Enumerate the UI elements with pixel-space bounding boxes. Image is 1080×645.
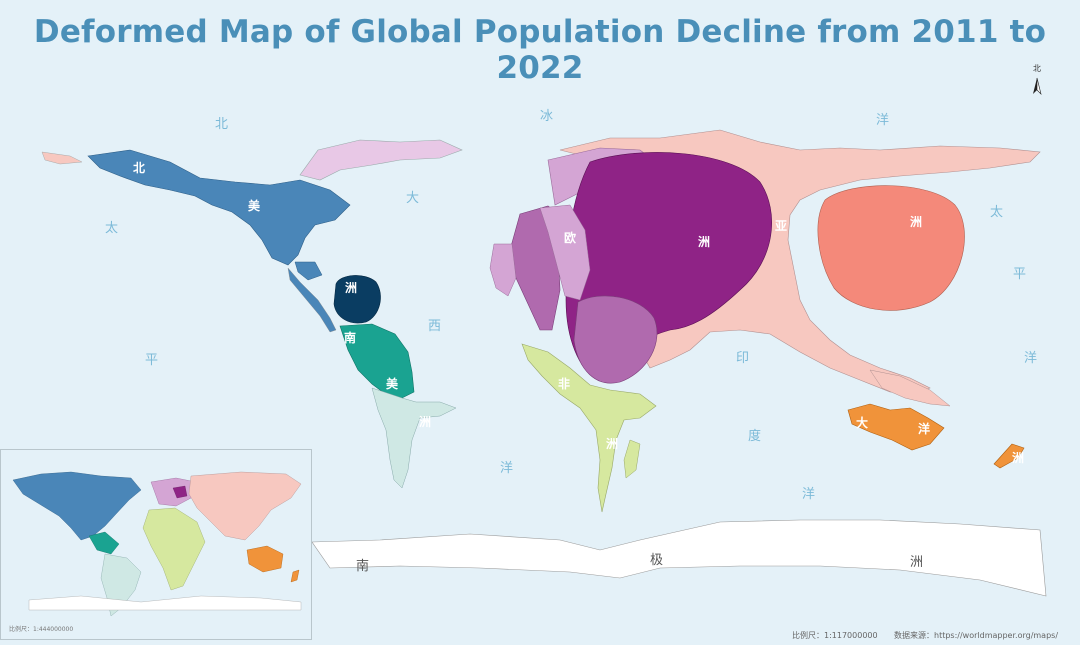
map-title: Deformed Map of Global Population Declin… — [33, 14, 1047, 86]
ocean-label-pacific-e2: 太 — [990, 205, 1003, 220]
mesoamerica-link — [287, 267, 337, 333]
label-antarctica-2: 极 — [650, 553, 663, 568]
inset-central-america — [88, 531, 120, 555]
ocean-label-pacific-e4: 洋 — [1024, 351, 1037, 366]
label-oceania-2: 洋 — [918, 421, 930, 436]
inset-north-america — [12, 471, 142, 541]
southeast-asia — [869, 369, 951, 407]
inset-antarctica — [28, 595, 302, 611]
ocean-label-atlantic-1: 大 — [406, 191, 419, 206]
data-source-text: 数据来源：https://worldmapper.org/maps/ — [894, 631, 1059, 640]
east-asia — [817, 185, 965, 311]
africa — [521, 343, 657, 513]
label-oceania-1: 大 — [856, 415, 868, 430]
australia — [847, 403, 945, 451]
scale-text: 比例尺：1:117000000 — [792, 631, 878, 640]
europe-east — [573, 295, 658, 384]
ocean-label-north-pacific-w3: 平 — [145, 353, 158, 368]
inset-new-zealand — [290, 569, 300, 583]
north-arrow-icon — [1033, 77, 1042, 95]
central-america — [333, 275, 381, 324]
inset-europe — [150, 477, 197, 507]
south-america — [339, 323, 415, 399]
ocean-label-atlantic-2: 西 — [428, 319, 441, 334]
iberia — [489, 243, 517, 297]
madagascar — [623, 439, 641, 479]
inset-asia — [188, 471, 302, 541]
ocean-label-pacific-e3: 平 — [1013, 267, 1026, 282]
label-south-america-2: 美 — [386, 376, 399, 391]
label-south-america-3: 洲 — [419, 415, 431, 429]
north-arrow-label: 北 — [1033, 64, 1041, 73]
ocean-label-pacific-e1: 洋 — [876, 113, 889, 128]
label-north-america-2: 美 — [248, 198, 261, 213]
label-antarctica-1: 南 — [356, 558, 369, 574]
label-asia-1: 洲 — [698, 235, 710, 249]
label-africa-2: 洲 — [606, 437, 618, 451]
antarctica — [311, 519, 1047, 597]
inset-europe-core — [172, 485, 188, 499]
inset-world-map: 比例尺：1:444000000 — [0, 449, 312, 640]
inset-australia — [246, 545, 284, 573]
caribbean — [294, 261, 323, 281]
label-africa-1: 非 — [558, 376, 570, 391]
ocean-label-indian-1: 印 — [736, 351, 749, 366]
label-asia-2: 亚 — [775, 219, 787, 233]
ocean-label-north-pacific-w1: 北 — [215, 117, 228, 132]
label-oceania-3: 洲 — [1012, 451, 1024, 465]
ocean-label-atlantic-3: 洋 — [500, 461, 513, 476]
label-europe: 欧 — [564, 230, 576, 245]
north-america — [87, 149, 351, 266]
inset-africa — [142, 507, 206, 591]
south-america-south — [371, 387, 457, 489]
label-antarctica-3: 洲 — [910, 555, 923, 570]
ocean-label-indian-2: 度 — [748, 428, 761, 444]
label-south-america-1: 南 — [344, 330, 356, 345]
new-zealand — [993, 443, 1025, 469]
label-north-america-1: 北 — [133, 160, 145, 175]
ocean-label-arctic: 冰 — [540, 109, 553, 124]
arctic-islands — [299, 139, 463, 181]
alaska-strip — [41, 151, 83, 165]
label-north-america-3: 洲 — [345, 281, 357, 295]
inset-scale-text: 比例尺：1:444000000 — [9, 626, 74, 633]
europe-south — [539, 204, 591, 301]
ocean-label-indian-3: 洋 — [802, 487, 815, 502]
label-asia-3: 洲 — [910, 215, 922, 229]
ocean-label-north-pacific-w2: 太 — [105, 221, 118, 236]
inset-map-svg — [12, 471, 302, 617]
